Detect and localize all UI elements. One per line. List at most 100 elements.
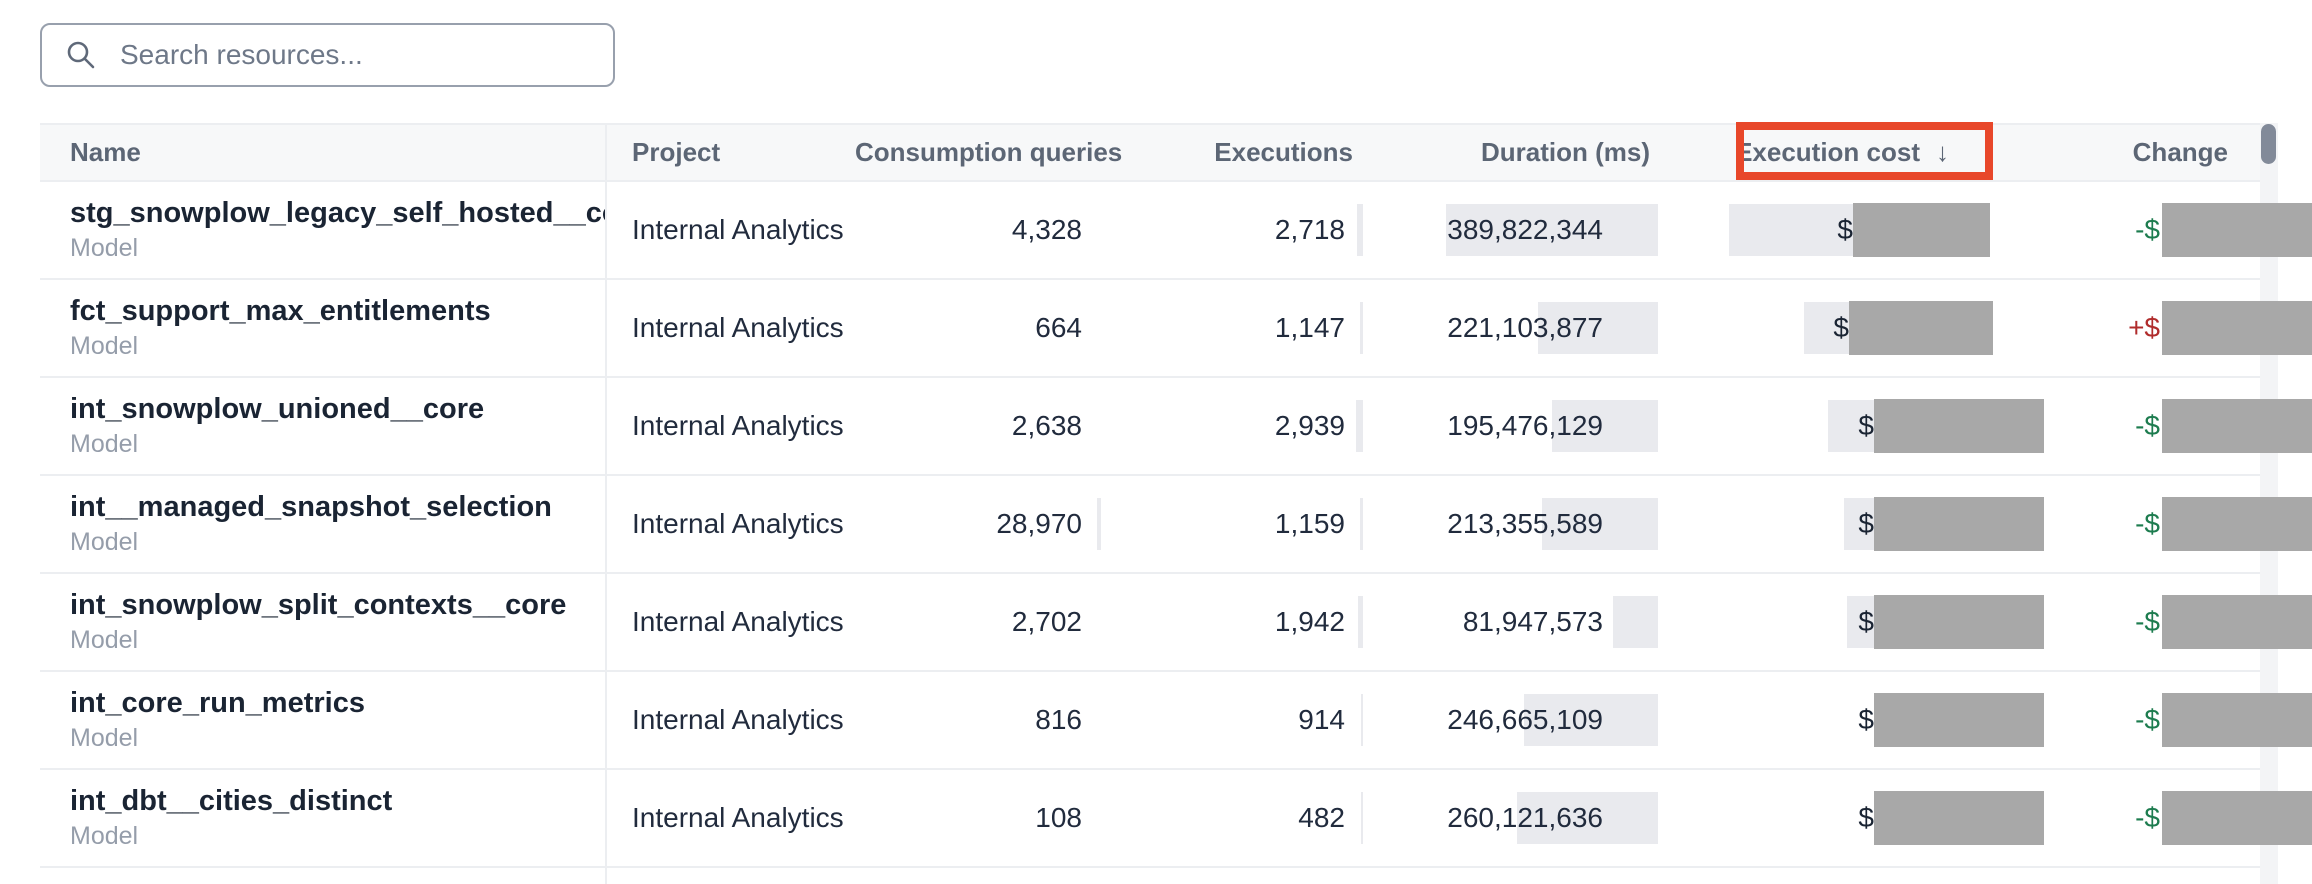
- execution-cost-cell: $: [1655, 791, 2049, 845]
- consumption-heat-bar: [1097, 498, 1101, 550]
- executions-cell: 2,939: [1095, 400, 1363, 452]
- name-cell: int_dbt__cities_distinct Model: [40, 785, 605, 851]
- vertical-scrollbar-thumb[interactable]: [2261, 124, 2276, 164]
- change-sign: +$: [2128, 312, 2160, 343]
- consumption-value: 816: [1035, 704, 1082, 735]
- table-row[interactable]: int_dbt__cities_distinct Model Internal …: [40, 770, 2312, 868]
- name-cell: int_core_run_metrics Model: [40, 687, 605, 753]
- table-row[interactable]: int_snowplow_unioned__core Model Interna…: [40, 378, 2312, 476]
- consumption-value: 108: [1035, 802, 1082, 833]
- change-cell: -$: [2049, 791, 2312, 845]
- sort-descending-icon: ↓: [1936, 137, 1949, 167]
- executions-cell: 1,147: [1095, 302, 1363, 354]
- column-header-duration_ms[interactable]: Duration (ms): [1355, 137, 1655, 168]
- resource-type: Model: [70, 528, 139, 556]
- table-row[interactable]: int_snowplow_split_contexts__core Model …: [40, 574, 2312, 672]
- resource-name: fct_support_max_entitlements: [70, 295, 491, 327]
- executions-cell: 2,718: [1095, 204, 1363, 256]
- duration-value: 389,822,344: [1447, 214, 1603, 245]
- resource-name: int_core_run_metrics: [70, 687, 365, 719]
- change-sign: -$: [2135, 410, 2160, 441]
- resource-name: stg_snowplow_legacy_self_hosted__cor...: [70, 197, 605, 229]
- consumption-value: 4,328: [1011, 214, 1082, 245]
- executions-cell: 1,159: [1095, 498, 1363, 550]
- executions-value: 1,159: [1274, 508, 1345, 539]
- project-cell: [605, 868, 855, 884]
- consumption-queries-cell: 2,702: [855, 606, 1095, 638]
- change-cell: -$: [2049, 497, 2312, 551]
- duration-heat-bar: [1446, 204, 1658, 256]
- consumption-queries-cell: 108: [855, 802, 1095, 834]
- duration-value: 246,665,109: [1447, 704, 1603, 735]
- column-header-project[interactable]: Project: [605, 125, 855, 180]
- table-row[interactable]: fct_dbt_project_activity Model $: [40, 868, 2260, 884]
- cost-redaction-block: [1853, 203, 1990, 257]
- executions-heat-bar: [1357, 204, 1363, 256]
- resources-table: Name Project Consumption queries Executions…: [40, 123, 2312, 884]
- duration-heat-bar: [1538, 302, 1658, 354]
- change-sign: -$: [2135, 704, 2160, 735]
- change-cell: -$: [2049, 595, 2312, 649]
- cost-currency-prefix: $: [1858, 508, 1874, 539]
- consumption-value: 2,702: [1011, 606, 1082, 637]
- executions-value: 482: [1298, 802, 1345, 833]
- resource-type: Model: [70, 332, 139, 360]
- column-header-consumption_queries[interactable]: Consumption queries: [855, 137, 1122, 168]
- cost-currency-prefix: $: [1858, 802, 1874, 833]
- cost-redaction-block: [1849, 301, 1993, 355]
- table-row[interactable]: int_core_run_metrics Model Internal Anal…: [40, 672, 2312, 770]
- column-header-change[interactable]: Change: [2049, 137, 2260, 168]
- table-row[interactable]: stg_snowplow_legacy_self_hosted__cor... …: [40, 182, 2312, 280]
- project-cell: Internal Analytics: [605, 280, 855, 376]
- column-header-label: Change: [2132, 137, 2228, 167]
- execution-cost-cell: $: [1655, 203, 2049, 257]
- name-cell: int_snowplow_unioned__core Model: [40, 393, 605, 459]
- column-header-label: Name: [70, 137, 141, 167]
- executions-cell: 1,942: [1095, 596, 1363, 648]
- cost-currency-prefix: $: [1858, 704, 1874, 735]
- change-redaction-block: [2162, 497, 2312, 551]
- change-sign: -$: [2135, 214, 2160, 245]
- duration-heat-bar: [1524, 694, 1658, 746]
- project-cell: Internal Analytics: [605, 378, 855, 474]
- column-header-executions[interactable]: Executions: [1095, 137, 1355, 168]
- cost-currency-prefix: $: [1858, 410, 1874, 441]
- resource-type: Model: [70, 724, 139, 752]
- name-cell: int_snowplow_split_contexts__core Model: [40, 589, 605, 655]
- table-row[interactable]: int__managed_snapshot_selection Model In…: [40, 476, 2312, 574]
- column-header-label: Execution cost: [1735, 137, 1920, 167]
- duration-cell: 246,665,109: [1355, 694, 1658, 746]
- project-cell: Internal Analytics: [605, 574, 855, 670]
- column-header-execution_cost[interactable]: Execution cost ↓: [1655, 137, 2049, 168]
- change-cell: -$: [2049, 693, 2312, 747]
- cost-currency-prefix: $: [1833, 312, 1849, 343]
- executions-value: 1,942: [1274, 606, 1345, 637]
- change-redaction-block: [2162, 203, 2312, 257]
- cost-currency-prefix: $: [1858, 606, 1874, 637]
- change-cell: -$: [2049, 399, 2312, 453]
- cost-heat-bar: [1729, 204, 1866, 256]
- cost-redaction-block: [1874, 497, 2044, 551]
- column-header-name[interactable]: Name: [40, 137, 605, 168]
- table-row[interactable]: fct_support_max_entitlements Model Inter…: [40, 280, 2312, 378]
- search-input[interactable]: [118, 38, 591, 72]
- column-header-label: Executions: [1214, 137, 1353, 167]
- consumption-value: 664: [1035, 312, 1082, 343]
- search-bar[interactable]: [40, 23, 615, 87]
- consumption-queries-cell: 664: [855, 312, 1095, 344]
- execution-cost-cell: $: [1655, 399, 2049, 453]
- duration-cell: 221,103,877: [1355, 302, 1658, 354]
- duration-cell: 195,476,129: [1355, 400, 1658, 452]
- change-cell: -$: [2049, 203, 2312, 257]
- consumption-value: 28,970: [996, 508, 1082, 539]
- executions-value: 2,939: [1274, 410, 1345, 441]
- resource-name: int_dbt__cities_distinct: [70, 785, 393, 817]
- name-cell: stg_snowplow_legacy_self_hosted__cor... …: [40, 197, 605, 263]
- duration-heat-bar: [1542, 498, 1658, 550]
- executions-heat-bar: [1361, 694, 1363, 746]
- change-sign: -$: [2135, 802, 2160, 833]
- resource-name: int_snowplow_split_contexts__core: [70, 589, 567, 621]
- column-header-label: Consumption queries: [855, 137, 1123, 167]
- consumption-queries-cell: 816: [855, 704, 1095, 736]
- duration-value: 81,947,573: [1462, 606, 1603, 637]
